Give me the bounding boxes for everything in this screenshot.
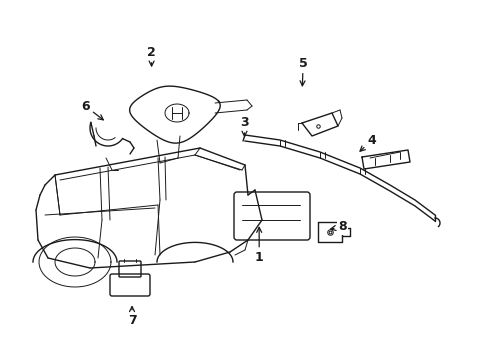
Text: 1: 1 [254, 228, 263, 264]
Text: 6: 6 [81, 100, 103, 120]
Text: 8: 8 [330, 220, 346, 233]
Text: 7: 7 [127, 307, 136, 327]
Text: 2: 2 [147, 46, 156, 66]
Text: 3: 3 [240, 116, 248, 136]
Text: 5: 5 [298, 57, 307, 86]
Text: 4: 4 [359, 134, 375, 151]
